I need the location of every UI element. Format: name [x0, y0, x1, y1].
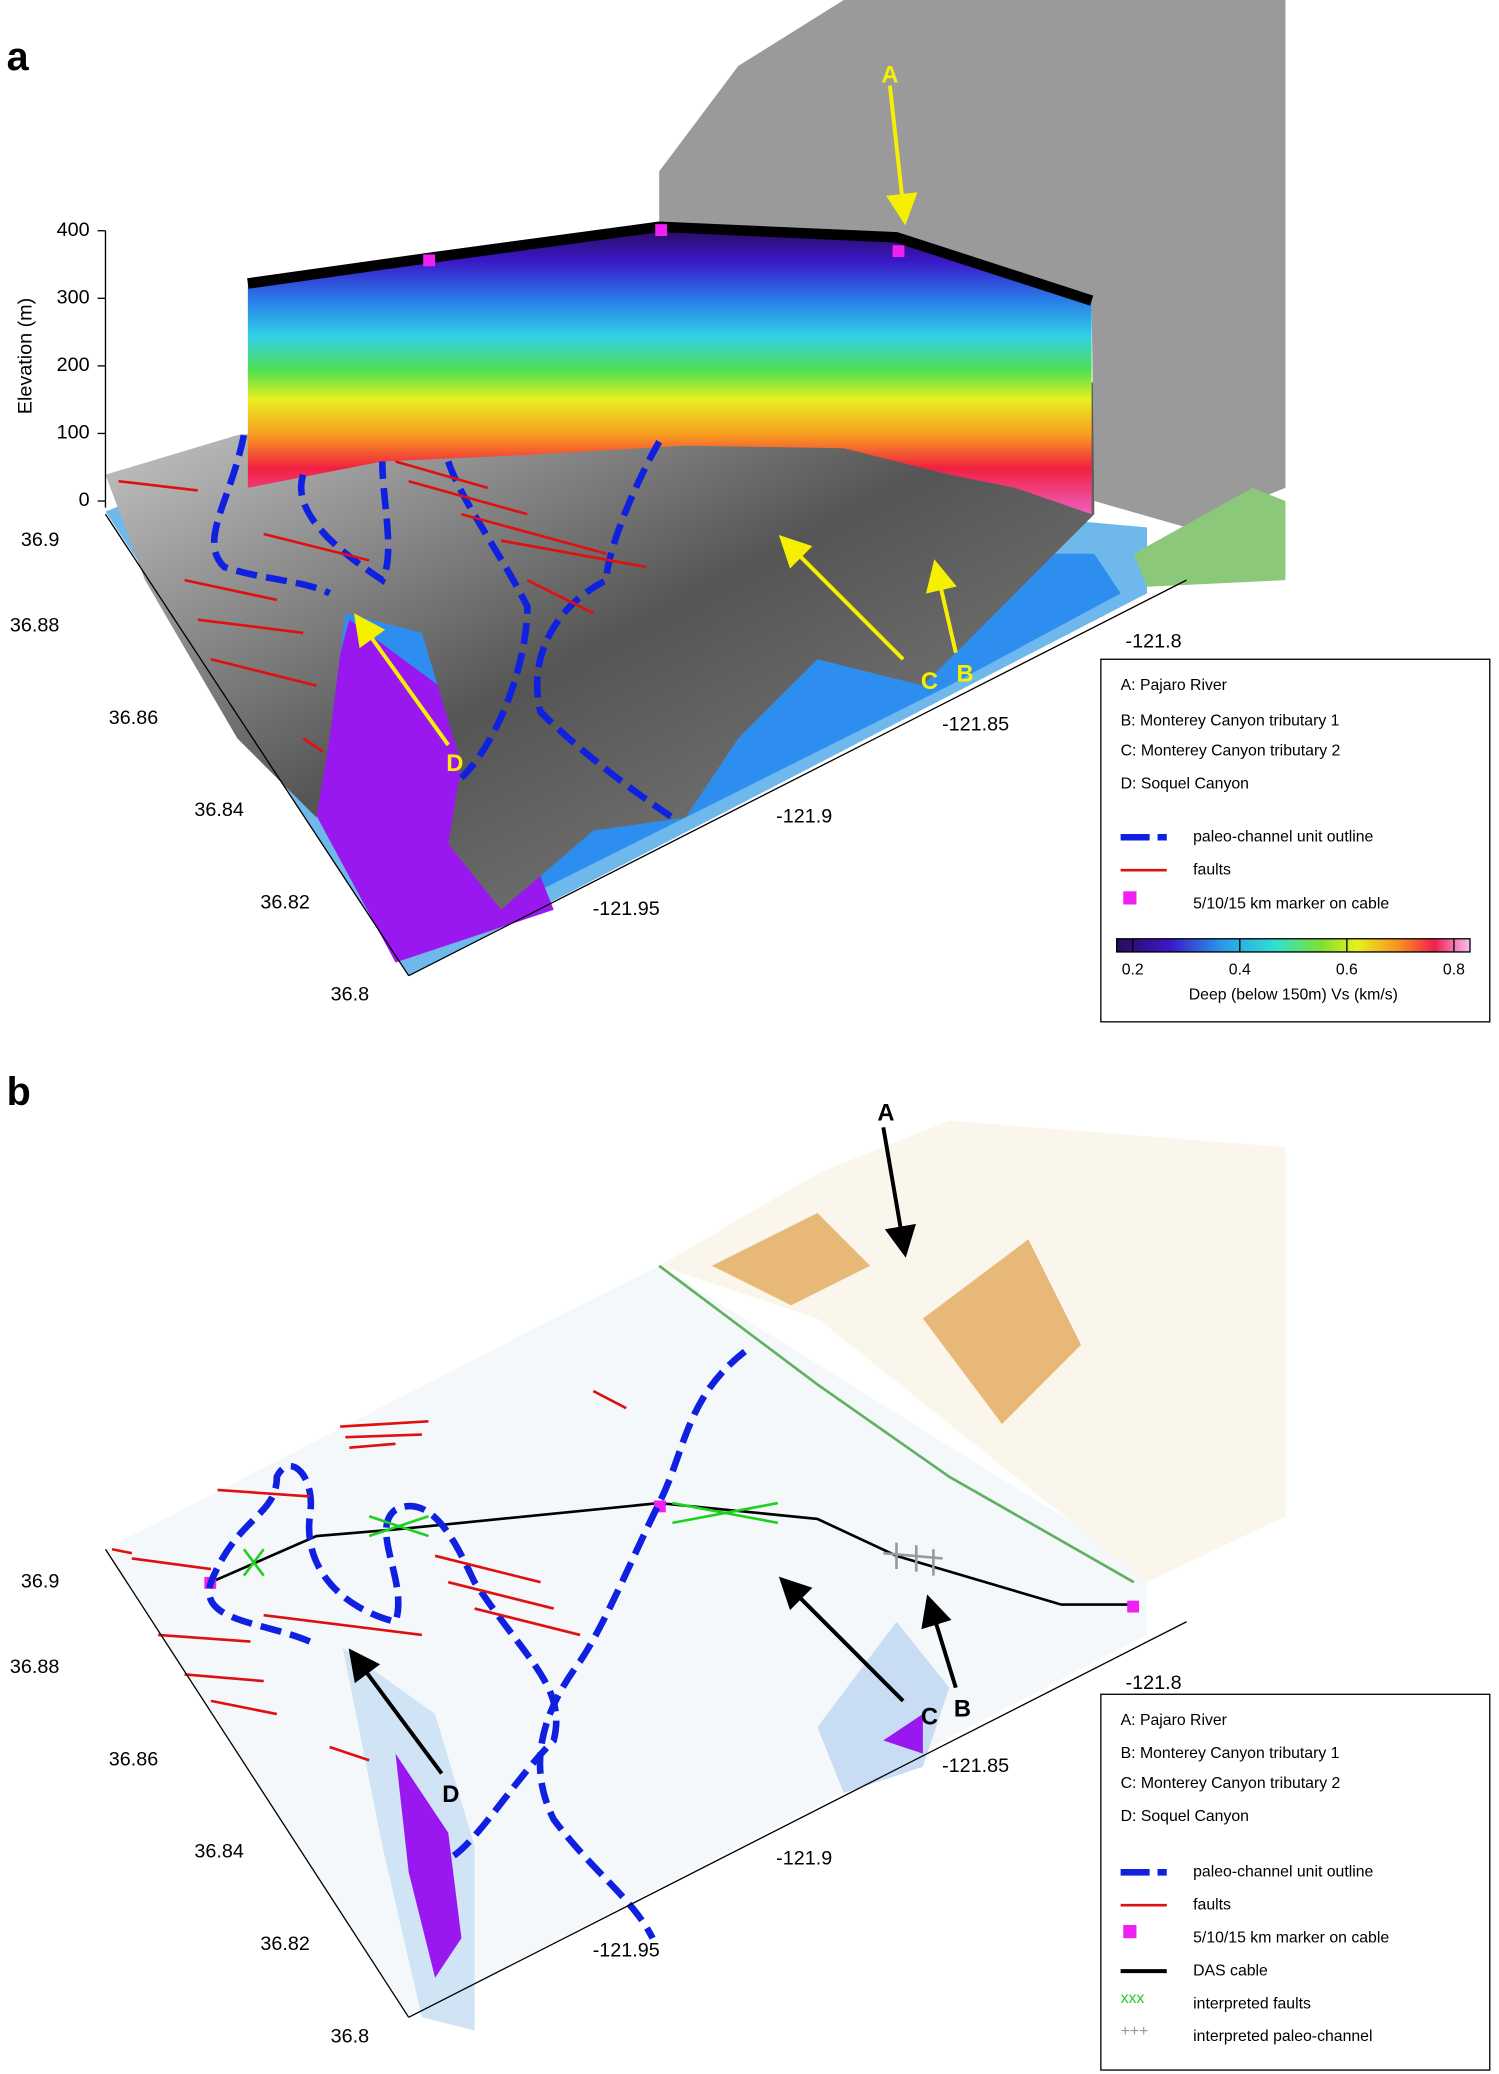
lat-label: 36.9 [21, 1570, 59, 1592]
arrow-label: A [881, 63, 898, 89]
lon-label: -121.9 [776, 806, 832, 828]
legend-symbol [1123, 1925, 1137, 1939]
colorbar-label: 0.2 [1122, 962, 1144, 979]
legend-key: B: Monterey Canyon tributary 1 [1121, 1745, 1340, 1762]
legend-label: faults [1193, 1896, 1231, 1913]
lon-label: -121.8 [1126, 1672, 1182, 1694]
legend-label: faults [1193, 861, 1231, 878]
legend-symbol [1123, 891, 1137, 905]
legend-key: A: Pajaro River [1121, 677, 1227, 694]
legend-key: C: Monterey Canyon tributary 2 [1121, 743, 1341, 760]
legend-label: paleo-channel unit outline [1193, 828, 1373, 845]
map-a [105, 0, 1286, 976]
lat-axis [104, 513, 410, 977]
lat-label: 36.82 [260, 1933, 309, 1955]
lat-label: 36.9 [21, 529, 59, 551]
panel-label: b [7, 1070, 31, 1114]
tick-label: 200 [57, 354, 90, 376]
colorbar-label: 0.6 [1336, 962, 1358, 979]
lon-label: -121.85 [942, 1755, 1009, 1777]
legend-label: paleo-channel unit outline [1193, 1863, 1373, 1880]
colorbar [1116, 938, 1471, 953]
arrow-label: D [446, 751, 463, 777]
legend-symbol: xxx [1121, 1990, 1145, 2007]
legend-label: 5/10/15 km marker on cable [1193, 1929, 1389, 1946]
lat-label: 36.82 [260, 891, 309, 913]
lon-label: -121.8 [1126, 630, 1182, 652]
arrow-label: B [954, 1696, 971, 1722]
arrow-label: C [921, 1704, 938, 1730]
legend-key: B: Monterey Canyon tributary 1 [1121, 712, 1340, 729]
legend-key: A: Pajaro River [1121, 1712, 1227, 1729]
lon-label: -121.85 [942, 713, 1009, 735]
lat-label: 36.88 [10, 615, 59, 637]
lon-axis [408, 1621, 1187, 2018]
lat-label: 36.88 [10, 1656, 59, 1678]
colorbar-label: 0.4 [1229, 962, 1251, 979]
arrow-label: D [442, 1782, 459, 1808]
colorbar-title: Deep (below 150m) Vs (km/s) [1189, 987, 1398, 1004]
panel-label: a [7, 35, 30, 79]
tick-label: 100 [57, 422, 90, 444]
legend-label: interpreted paleo-channel [1193, 2028, 1372, 2045]
map-b [105, 1120, 1286, 2031]
lat-label: 36.8 [331, 2025, 369, 2047]
tick-label: 400 [57, 219, 90, 241]
tick-label: 300 [57, 287, 90, 309]
lat-label: 36.84 [194, 1841, 243, 1863]
legend-symbol: +++ [1121, 2023, 1149, 2040]
legend-key: C: Monterey Canyon tributary 2 [1121, 1775, 1341, 1792]
lat-label: 36.84 [194, 799, 243, 821]
lat-axis [104, 1548, 410, 2018]
axis-title: Elevation (m) [15, 298, 37, 414]
arrow-label: B [956, 661, 973, 687]
legend-key: D: Soquel Canyon [1121, 1808, 1249, 1825]
lon-label: -121.9 [776, 1847, 832, 1869]
colorbar-label: 0.8 [1443, 962, 1465, 979]
lat-label: 36.86 [109, 1748, 158, 1770]
lat-label: 36.8 [331, 984, 369, 1006]
lon-label: -121.95 [593, 898, 660, 920]
arrow-label: C [921, 669, 938, 695]
legend-key: D: Soquel Canyon [1121, 776, 1249, 793]
lat-label: 36.86 [109, 707, 158, 729]
legend-label: 5/10/15 km marker on cable [1193, 896, 1389, 913]
legend [1100, 1693, 1491, 2071]
legend-label: DAS cable [1193, 1962, 1268, 1979]
tick-label: 0 [79, 489, 90, 511]
legend-label: interpreted faults [1193, 1995, 1311, 2012]
lon-label: -121.95 [593, 1940, 660, 1962]
arrow-label: A [877, 1100, 894, 1126]
lon-axis [408, 579, 1187, 977]
